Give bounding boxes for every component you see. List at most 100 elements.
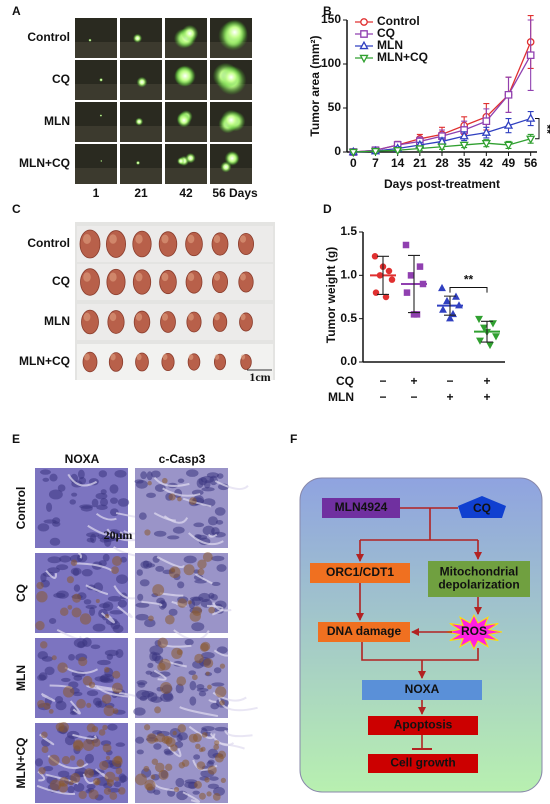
stain (70, 773, 81, 784)
node (362, 680, 482, 700)
nucleus (78, 476, 87, 485)
fluorescence (185, 152, 196, 164)
nucleus (115, 742, 126, 747)
stain (196, 761, 206, 770)
nucleus (59, 555, 72, 563)
row-label: MLN+CQ (19, 354, 70, 368)
nucleus (97, 534, 104, 540)
x-axis-label: Days post-treatment (384, 177, 500, 191)
stroma (95, 512, 117, 521)
y-tick-label: 0.0 (340, 354, 357, 368)
nucleus (104, 537, 112, 547)
stain (67, 604, 73, 610)
legend-marker (359, 40, 369, 50)
stain (62, 686, 75, 698)
tumor-highlight (83, 312, 91, 322)
stain (111, 566, 119, 575)
panel-label: E (12, 432, 20, 446)
nucleus (71, 492, 78, 497)
column-label: 1 (93, 186, 100, 200)
nucleus (92, 623, 106, 632)
tumor-highlight (214, 354, 220, 360)
error-bar (408, 254, 420, 314)
stroma (194, 573, 213, 585)
stain (147, 480, 152, 486)
nucleus (79, 504, 94, 509)
nucleus (83, 599, 92, 605)
data-point (503, 141, 514, 151)
node (318, 622, 410, 642)
nucleus (191, 596, 201, 606)
nucleus (136, 680, 148, 686)
column-label: c-Casp3 (159, 452, 206, 466)
nucleus (85, 604, 97, 609)
stain (69, 755, 76, 761)
data-point (481, 127, 491, 136)
stain (197, 568, 205, 576)
stain (168, 566, 181, 579)
stain (205, 671, 210, 676)
nucleus (214, 507, 226, 516)
stroma (163, 515, 189, 524)
stain (161, 477, 168, 484)
stain (203, 658, 214, 669)
legend-marker (360, 18, 368, 26)
node (368, 716, 478, 735)
nucleus (77, 553, 88, 563)
stroma (153, 476, 190, 487)
stroma (224, 729, 253, 738)
nucleus (196, 684, 205, 690)
stroma (208, 699, 217, 703)
significance-bracket (449, 286, 488, 293)
data-point (370, 147, 381, 157)
nucleus (119, 775, 128, 783)
nucleus (37, 523, 50, 532)
stroma (209, 732, 235, 747)
nucleus (147, 662, 154, 668)
stain (48, 709, 54, 714)
nucleus (107, 595, 122, 602)
stain (165, 763, 173, 771)
fluorescence (224, 150, 240, 166)
photo-shade (210, 168, 252, 184)
column-label: 21 (134, 186, 148, 200)
nucleus (100, 498, 109, 507)
stain (79, 613, 92, 625)
nucleus (198, 691, 207, 697)
nucleus (77, 469, 85, 480)
tumor-highlight (161, 234, 169, 244)
stain (105, 755, 111, 761)
nucleus (175, 777, 185, 788)
column-label: 42 (179, 186, 193, 200)
stain (88, 681, 96, 688)
fluorescence (174, 65, 196, 87)
x-tick-label: 7 (372, 156, 379, 170)
data-point (475, 315, 483, 324)
nucleus (183, 555, 197, 564)
tumor (185, 231, 203, 257)
data-point (388, 276, 396, 283)
stain (55, 722, 65, 732)
tumor (132, 269, 152, 295)
nucleus (191, 622, 205, 632)
nucleus (176, 790, 188, 801)
fluorescence (222, 19, 248, 45)
nucleus (145, 670, 153, 675)
nucleus (191, 489, 204, 496)
nucleus (110, 497, 118, 504)
nucleus (137, 593, 144, 601)
stain (160, 681, 172, 694)
row-label: MLN+CQ (14, 738, 28, 789)
stain (36, 591, 48, 603)
data-point (438, 283, 446, 292)
node-label: ORC1/CDT1 (326, 565, 394, 579)
x-tick-label: 14 (391, 156, 405, 170)
y-tick-label: 50 (328, 100, 342, 114)
stain (102, 724, 108, 731)
stain (118, 787, 126, 795)
stain (88, 789, 99, 800)
stain (195, 743, 201, 750)
nucleus (48, 489, 63, 500)
fluorescence (176, 113, 192, 128)
nucleus (44, 666, 55, 676)
